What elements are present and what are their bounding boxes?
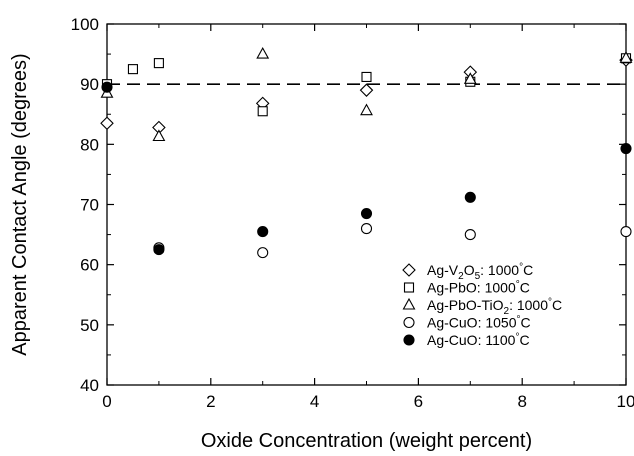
y-tick-label: 60 xyxy=(80,256,99,275)
data-point-circle-filled xyxy=(153,244,165,256)
data-point-square-open xyxy=(153,58,164,69)
data-markers xyxy=(100,46,633,259)
data-point-triangle-open xyxy=(463,72,477,84)
y-tick-label: 40 xyxy=(80,376,99,395)
legend-label-part: ° xyxy=(519,262,523,273)
legend-label-part: ° xyxy=(516,280,520,291)
data-point-circle-open xyxy=(257,247,269,259)
y-tick-label: 100 xyxy=(71,15,99,34)
legend-label-part: Ag-CuO: 1050 xyxy=(427,315,517,331)
legend-label: Ag-PbO: 1000°C xyxy=(427,280,530,296)
legend-label-part: : 1000 xyxy=(509,297,548,313)
legend-label-part: Ag-CuO: 1100 xyxy=(427,332,516,348)
y-tick-label: 80 xyxy=(80,135,99,154)
x-tick-label: 10 xyxy=(617,392,634,411)
y-axis-title: Apparent Contact Angle (degrees) xyxy=(9,53,31,355)
legend-label-part: 5 xyxy=(475,271,481,282)
legend-marker-circle-filled xyxy=(403,334,415,346)
legend-label-part: C xyxy=(520,280,530,296)
x-axis-title: Oxide Concentration (weight percent) xyxy=(201,430,532,452)
legend: Ag-V2O5: 1000°CAg-PbO: 1000°CAg-PbO-TiO2… xyxy=(402,262,562,348)
x-tick-label: 4 xyxy=(310,392,319,411)
legend-label-part: C xyxy=(523,262,533,278)
legend-label-part: Ag-V xyxy=(427,262,459,278)
data-point-triangle-open xyxy=(256,46,270,59)
legend-label-part: C xyxy=(521,315,531,331)
data-point-square-open xyxy=(257,106,268,117)
data-point-circle-filled xyxy=(257,226,269,238)
data-point-diamond-open xyxy=(359,83,374,97)
axes: 0 2 4 6 8 10 40 50 60 70 80 90 100 xyxy=(71,15,634,411)
data-point-triangle-open xyxy=(619,51,633,63)
x-tick-label: 2 xyxy=(206,392,215,411)
legend-marker-diamond-open xyxy=(402,263,416,277)
legend-marker-circle-open xyxy=(403,316,415,329)
data-point-circle-open xyxy=(360,223,373,235)
legend-label-part: ° xyxy=(515,332,519,343)
legend-label: Ag-PbO-TiO2: 1000°C xyxy=(427,297,562,317)
data-point-triangle-open xyxy=(360,103,373,116)
legend-label-part: 2 xyxy=(504,306,510,317)
legend-label-part: Ag-PbO-TiO xyxy=(427,297,504,313)
x-tick-label: 0 xyxy=(102,392,111,411)
legend-label-part: ° xyxy=(517,315,521,326)
legend-label-part: O xyxy=(464,262,475,278)
y-tick-label: 70 xyxy=(80,196,99,215)
legend-label: Ag-CuO: 1100°C xyxy=(427,332,530,348)
legend-label-part: C xyxy=(519,332,529,348)
legend-label-part: ° xyxy=(548,297,552,308)
legend-label-part: C xyxy=(552,297,562,313)
data-point-triangle-open xyxy=(152,129,166,142)
legend-label: Ag-V2O5: 1000°C xyxy=(427,262,533,282)
y-tick-label: 50 xyxy=(80,316,99,335)
data-point-circle-filled xyxy=(360,207,373,220)
data-point-circle-filled xyxy=(464,191,476,203)
legend-label-part: Ag-PbO: 1000 xyxy=(427,280,516,296)
data-point-square-open xyxy=(361,71,372,82)
data-point-circle-open xyxy=(620,226,632,238)
x-tick-label: 6 xyxy=(414,392,423,411)
data-point-diamond-open xyxy=(100,116,114,131)
data-point-circle-filled xyxy=(101,81,113,93)
data-point-circle-filled xyxy=(620,142,632,155)
data-point-square-open xyxy=(127,64,138,75)
legend-label: Ag-CuO: 1050°C xyxy=(427,315,531,331)
data-point-circle-open xyxy=(464,229,476,241)
legend-label-part: 2 xyxy=(458,271,464,282)
legend-marker-triangle-open xyxy=(402,297,416,310)
y-tick-label: 90 xyxy=(80,75,99,94)
legend-marker-square-open xyxy=(403,282,415,293)
x-tick-label: 8 xyxy=(517,392,526,411)
legend-label-part: : 1000 xyxy=(480,262,519,278)
